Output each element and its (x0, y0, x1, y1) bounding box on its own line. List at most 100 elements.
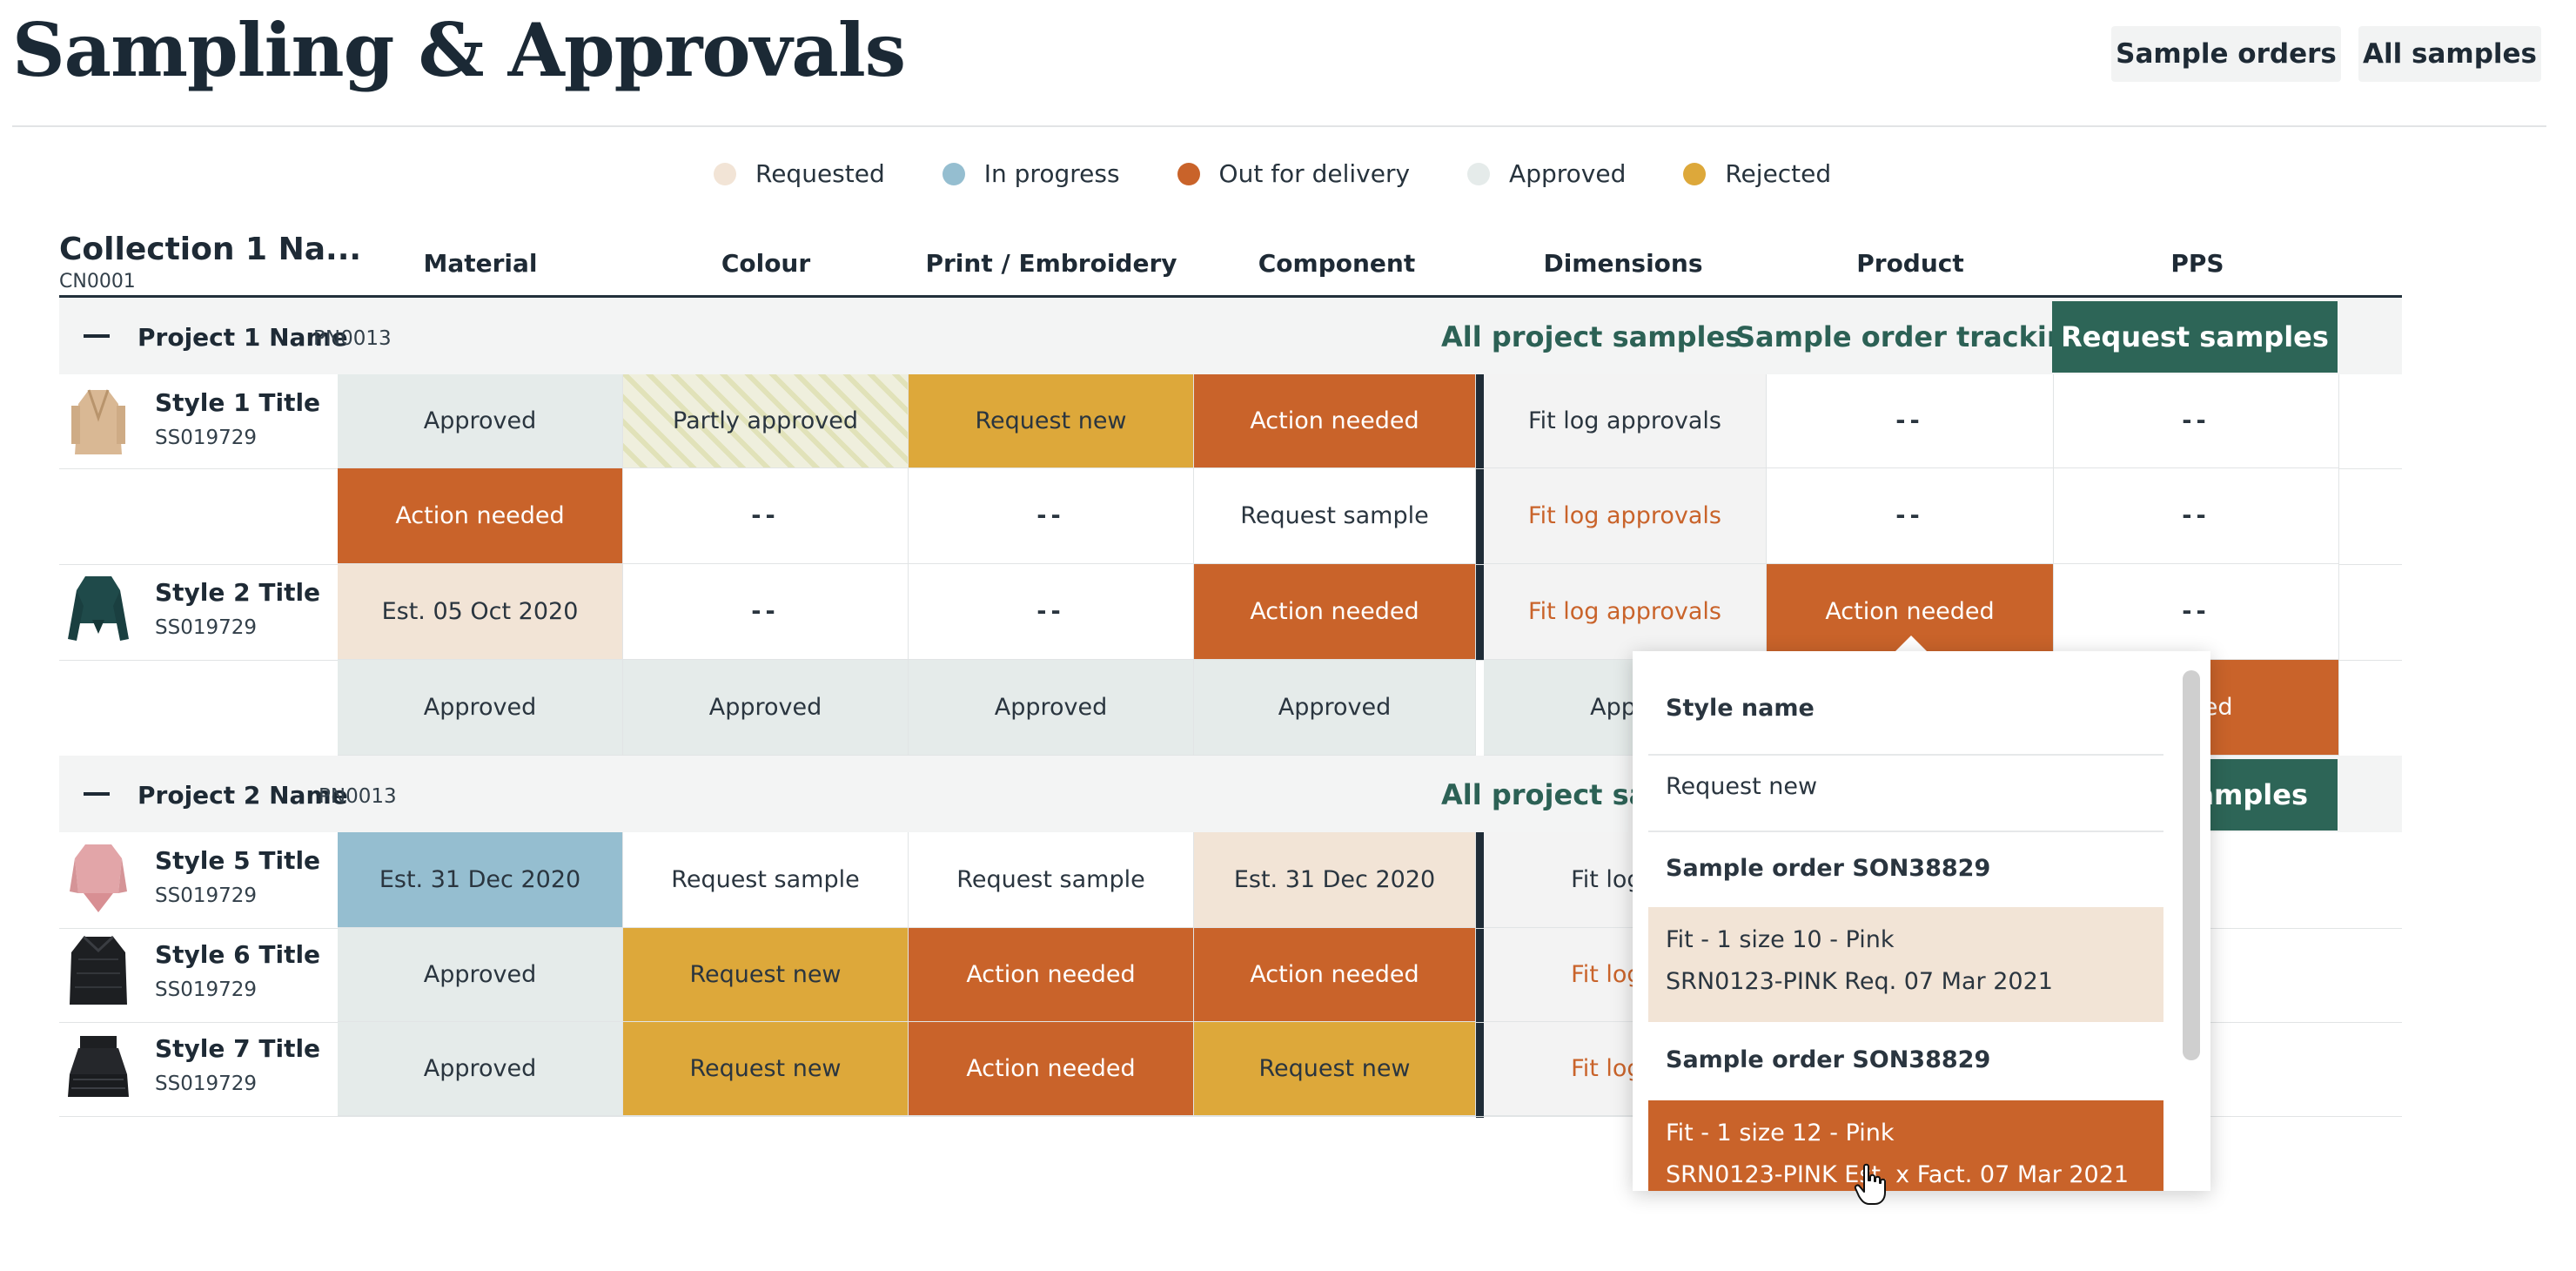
project-code: PN0013 (319, 785, 397, 808)
popup-request-new[interactable]: Request new (1666, 773, 1818, 800)
product-cell[interactable]: -- (1767, 468, 2054, 564)
colour-cell[interactable]: Request new (623, 1022, 909, 1116)
request-samples-button[interactable]: Request samples (2052, 301, 2338, 373)
collection-name[interactable]: Collection 1 Na... (59, 232, 362, 267)
all-project-samples-link[interactable]: All project samples (1441, 320, 1742, 353)
legend-item-approved: Approved (1467, 159, 1626, 188)
legend-item-out-for-delivery: Out for delivery (1177, 159, 1411, 188)
component-cell[interactable]: Request new (1194, 1022, 1476, 1116)
dimensions-cell[interactable]: Fit log approvals (1484, 468, 1767, 564)
popup-sample-item-hover[interactable]: Fit - 1 size 12 - Pink SRN0123-PINK Est.… (1648, 1100, 2163, 1191)
popup-separator (1648, 831, 2163, 832)
material-cell[interactable]: Approved (338, 374, 623, 468)
colour-cell[interactable]: Approved (623, 660, 909, 756)
sample-order-tracking-link[interactable]: Sample order tracking (1735, 320, 2087, 353)
style-code: SS019729 (155, 884, 257, 907)
style-7-thumbnail (68, 1036, 129, 1097)
in-progress-dot-icon (942, 162, 965, 185)
column-header-print: Print / Embroidery (925, 249, 1177, 278)
popup-sample-item[interactable]: Fit - 1 size 10 - Pink SRN0123-PINK Req.… (1648, 907, 2163, 1022)
legend-label: Approved (1509, 159, 1627, 188)
style-6-thumbnail (70, 935, 127, 1005)
legend-item-in-progress: In progress (942, 159, 1120, 188)
popup-item-line2: SRN0123-PINK Est. x Fact. 07 Mar 2021 (1666, 1161, 2130, 1188)
column-header-dimensions: Dimensions (1543, 249, 1703, 278)
sample-popup: Style name Request new Sample order SON3… (1633, 651, 2210, 1191)
page-title: Sampling & Approvals (12, 7, 906, 93)
popup-scrollbar[interactable] (2183, 670, 2200, 1060)
component-cell[interactable]: Request sample (1194, 468, 1476, 564)
style-title[interactable]: Style 1 Title (155, 388, 321, 417)
popup-item-line1: Fit - 1 size 12 - Pink (1666, 1120, 1895, 1147)
print-cell[interactable]: -- (909, 468, 1194, 564)
column-header-product: Product (1856, 249, 1964, 278)
colour-cell[interactable]: -- (623, 564, 909, 660)
style-title[interactable]: Style 5 Title (155, 846, 321, 875)
column-divider (1476, 832, 1484, 1118)
header-divider (12, 125, 2546, 127)
legend-item-requested: Requested (714, 159, 885, 188)
pps-cell[interactable]: -- (2054, 468, 2339, 564)
material-cell[interactable]: Approved (338, 660, 623, 756)
colour-cell[interactable]: -- (623, 468, 909, 564)
material-cell[interactable]: Approved (338, 928, 623, 1022)
column-header-material: Material (423, 249, 538, 278)
row-divider (59, 1116, 2402, 1117)
print-cell[interactable]: Approved (909, 660, 1194, 756)
legend-label: In progress (983, 159, 1120, 188)
style-2-thumbnail (68, 576, 129, 641)
material-cell[interactable]: Approved (338, 1022, 623, 1116)
project-row: Project 1 Name PN0013 (59, 298, 2402, 374)
popup-order-heading: Sample order SON38829 (1666, 855, 1991, 882)
popup-separator (1648, 754, 2163, 756)
collapse-icon[interactable] (84, 334, 110, 338)
legend-label: Rejected (1725, 159, 1832, 188)
print-cell[interactable]: Request new (909, 374, 1194, 468)
print-cell[interactable]: Action needed (909, 1022, 1194, 1116)
material-cell[interactable]: Action needed (338, 468, 623, 564)
style-1-thumbnail (71, 389, 125, 454)
material-cell[interactable]: Est. 31 Dec 2020 (338, 832, 623, 928)
style-title[interactable]: Style 7 Title (155, 1034, 321, 1063)
material-cell[interactable]: Est. 05 Oct 2020 (338, 564, 623, 660)
popup-order-heading: Sample order SON38829 (1666, 1046, 1991, 1073)
pps-cell[interactable]: -- (2054, 564, 2339, 660)
popup-item-line1: Fit - 1 size 10 - Pink (1666, 926, 1895, 953)
style-title[interactable]: Style 2 Title (155, 578, 321, 607)
component-cell[interactable]: Est. 31 Dec 2020 (1194, 832, 1476, 928)
component-cell[interactable]: Approved (1194, 660, 1476, 756)
popup-header: Style name (1666, 695, 1815, 722)
dimensions-cell[interactable]: Fit log approvals (1484, 564, 1767, 660)
collection-code: CN0001 (59, 271, 136, 293)
component-cell[interactable]: Action needed (1194, 374, 1476, 468)
component-cell[interactable]: Action needed (1194, 928, 1476, 1022)
requested-dot-icon (714, 162, 736, 185)
project-name: Project 2 Name (138, 781, 348, 810)
print-cell[interactable]: Request sample (909, 832, 1194, 928)
column-header-component: Component (1258, 249, 1416, 278)
all-project-samples-link[interactable]: All project san (1441, 778, 1668, 811)
print-cell[interactable]: Action needed (909, 928, 1194, 1022)
collapse-icon[interactable] (84, 792, 110, 796)
print-cell[interactable]: -- (909, 564, 1194, 660)
style-code: SS019729 (155, 616, 257, 639)
legend-label: Out for delivery (1218, 159, 1411, 188)
style-code: SS019729 (155, 1073, 257, 1095)
legend-label: Requested (755, 159, 885, 188)
style-5-thumbnail (70, 844, 127, 912)
all-samples-button[interactable]: All samples (2358, 26, 2541, 82)
sample-orders-button[interactable]: Sample orders (2111, 26, 2341, 82)
approved-dot-icon (1467, 162, 1491, 185)
component-cell[interactable]: Action needed (1194, 564, 1476, 660)
style-title[interactable]: Style 6 Title (155, 940, 321, 969)
product-cell[interactable]: -- (1767, 374, 2054, 468)
status-legend: Requested In progress Out for delivery A… (714, 159, 1888, 188)
colour-cell[interactable]: Request new (623, 928, 909, 1022)
colour-cell[interactable]: Partly approved (623, 374, 909, 468)
pps-cell[interactable]: -- (2054, 374, 2339, 468)
project-code: PN0013 (313, 327, 392, 350)
rejected-dot-icon (1683, 162, 1707, 185)
hand-cursor-icon (1854, 1163, 1886, 1205)
dimensions-cell[interactable]: Fit log approvals (1484, 374, 1767, 468)
colour-cell[interactable]: Request sample (623, 832, 909, 928)
